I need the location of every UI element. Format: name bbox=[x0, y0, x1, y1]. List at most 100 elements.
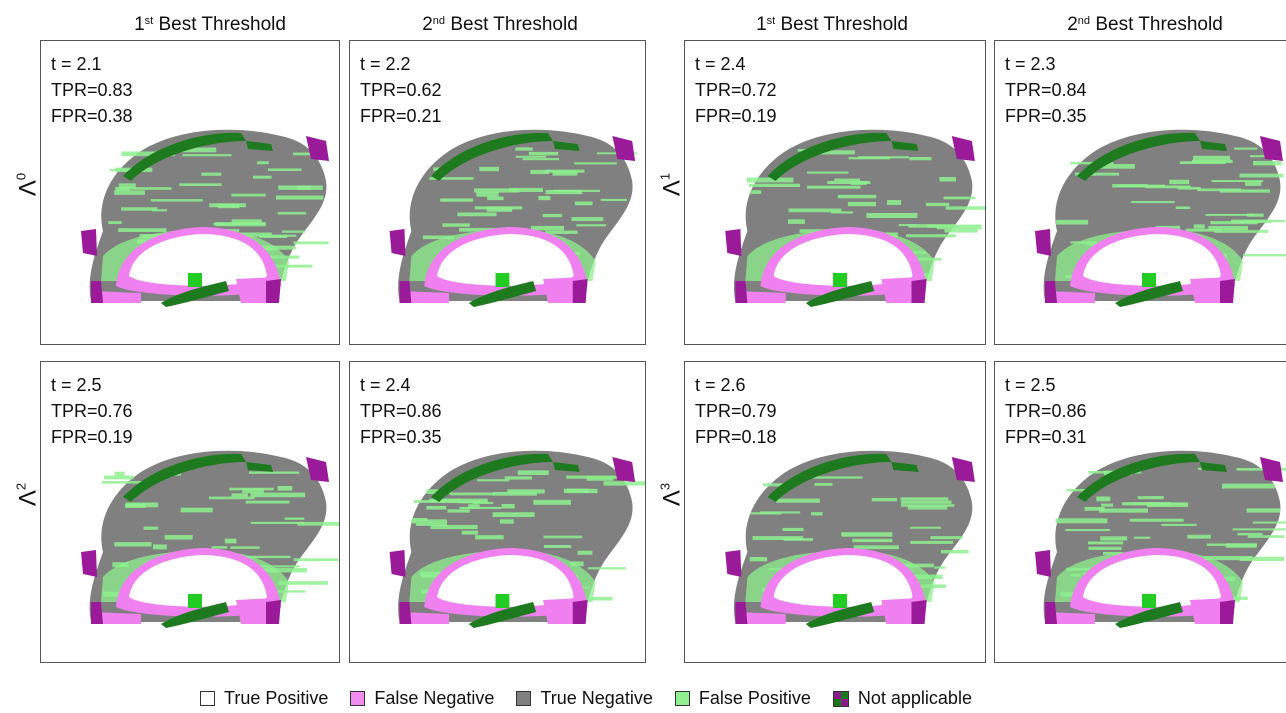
not-applicable-top bbox=[891, 462, 919, 472]
false-positive-streak bbox=[475, 535, 504, 540]
not-applicable-edge bbox=[725, 229, 742, 256]
false-positive-streak bbox=[151, 209, 168, 212]
false-positive-streak bbox=[208, 496, 255, 500]
false-positive-streak bbox=[782, 527, 804, 531]
false-positive-streak bbox=[1239, 173, 1284, 178]
false-positive-streak bbox=[515, 147, 533, 151]
not-applicable-bottom bbox=[832, 273, 848, 287]
false-positive-streak bbox=[230, 546, 260, 549]
not-applicable-edge bbox=[266, 600, 281, 624]
threshold-value: t = 2.6 bbox=[695, 375, 746, 395]
false-positive-streak bbox=[242, 488, 264, 494]
false-positive-streak bbox=[1100, 536, 1128, 541]
false-positive-streak bbox=[275, 195, 324, 200]
false-positive-streak bbox=[1192, 159, 1233, 164]
not-applicable-edge bbox=[389, 229, 406, 256]
false-positive-streak bbox=[422, 235, 455, 240]
false-positive-streak bbox=[1087, 541, 1124, 545]
false-positive-streak bbox=[600, 198, 627, 202]
legend-false-negative: False Negative bbox=[350, 688, 494, 709]
threshold-value: t = 2.2 bbox=[360, 54, 411, 74]
not-applicable-edge bbox=[951, 136, 975, 161]
not-applicable-bottom bbox=[188, 594, 202, 608]
false-positive-streak bbox=[215, 222, 266, 227]
false-positive-streak bbox=[104, 475, 134, 480]
false-positive-streak bbox=[848, 157, 891, 160]
false-positive-streak bbox=[901, 500, 952, 504]
false-positive-streak bbox=[853, 545, 899, 550]
false-positive-streak bbox=[108, 221, 122, 225]
false-positive-streak bbox=[1245, 181, 1262, 186]
false-positive-streak bbox=[1137, 496, 1164, 500]
row-label-lambda-0: Λ0 bbox=[13, 172, 42, 197]
false-positive-streak bbox=[943, 196, 976, 200]
swatch-true-negative bbox=[516, 691, 532, 706]
false-positive-streak bbox=[486, 207, 513, 212]
not-applicable-top bbox=[767, 453, 892, 502]
segmentation-map bbox=[389, 129, 637, 307]
false-positive-streak bbox=[939, 177, 956, 182]
false-positive-streak bbox=[522, 158, 560, 161]
not-applicable-bottom bbox=[1115, 281, 1183, 307]
false-negative-edge bbox=[1045, 612, 1095, 624]
false-positive-streak bbox=[1055, 518, 1108, 524]
false-positive-streak bbox=[257, 161, 269, 165]
false-positive-streak bbox=[1193, 224, 1205, 229]
false-positive-streak bbox=[508, 187, 543, 192]
threshold-value: t = 2.5 bbox=[51, 375, 102, 395]
false-positive-streak bbox=[459, 506, 502, 510]
false-positive-streak bbox=[416, 522, 447, 526]
false-positive-streak bbox=[1222, 483, 1275, 489]
threshold-value: t = 2.1 bbox=[51, 54, 102, 74]
false-positive-streak bbox=[1185, 228, 1223, 232]
false-positive-streak bbox=[412, 517, 428, 522]
tpr-value: TPR=0.84 bbox=[1005, 80, 1087, 100]
false-positive-streak bbox=[811, 512, 823, 516]
tpr-value: TPR=0.86 bbox=[360, 401, 442, 421]
threshold-value: t = 2.4 bbox=[695, 54, 746, 74]
false-positive-streak bbox=[1252, 521, 1286, 524]
false-positive-streak bbox=[1177, 186, 1201, 190]
false-positive-streak bbox=[1099, 508, 1149, 513]
not-applicable-bottom bbox=[495, 273, 510, 287]
false-positive-streak bbox=[530, 225, 564, 231]
false-positive-streak bbox=[297, 185, 311, 191]
false-positive-streak bbox=[571, 217, 604, 222]
not-applicable-edge bbox=[1220, 279, 1235, 303]
true-positive-core bbox=[437, 234, 574, 286]
panel-lambda3-best2: t = 2.5 TPR=0.86 FPR=0.31 bbox=[994, 361, 1286, 663]
false-positive-streak bbox=[259, 234, 288, 238]
column-header-1: 1st Best Threshold bbox=[134, 14, 286, 35]
false-positive-streak bbox=[545, 169, 585, 173]
false-positive-streak bbox=[492, 491, 537, 496]
false-positive-streak bbox=[542, 213, 562, 218]
false-positive-streak bbox=[150, 199, 203, 202]
false-positive-streak bbox=[788, 208, 842, 213]
false-positive-streak bbox=[1211, 180, 1264, 183]
false-positive-streak bbox=[293, 241, 329, 245]
false-positive-streak bbox=[1065, 528, 1111, 532]
tpr-value: TPR=0.72 bbox=[695, 80, 777, 100]
false-positive-streak bbox=[1161, 523, 1197, 527]
false-positive-streak bbox=[749, 183, 801, 188]
not-applicable-bottom bbox=[805, 281, 875, 307]
false-positive-streak bbox=[459, 227, 505, 232]
tpr-value: TPR=0.86 bbox=[1005, 401, 1087, 421]
false-positive-streak bbox=[201, 172, 222, 176]
segmentation-map bbox=[81, 450, 339, 628]
not-applicable-bottom bbox=[161, 281, 229, 307]
false-positive-streak bbox=[752, 536, 804, 541]
false-positive-streak bbox=[517, 470, 549, 476]
false-positive-streak bbox=[809, 476, 863, 479]
false-positive-streak bbox=[277, 211, 307, 215]
not-applicable-top bbox=[123, 132, 246, 181]
false-positive-streak bbox=[457, 212, 497, 217]
false-negative-edge bbox=[1045, 291, 1095, 303]
false-positive-streak bbox=[763, 483, 786, 487]
not-applicable-edge bbox=[735, 281, 748, 303]
false-positive-streak bbox=[501, 503, 515, 509]
segmentation-map bbox=[81, 129, 329, 307]
not-applicable-bottom bbox=[805, 602, 875, 628]
false-positive-streak bbox=[1219, 189, 1270, 193]
false-positive-streak bbox=[229, 487, 274, 491]
